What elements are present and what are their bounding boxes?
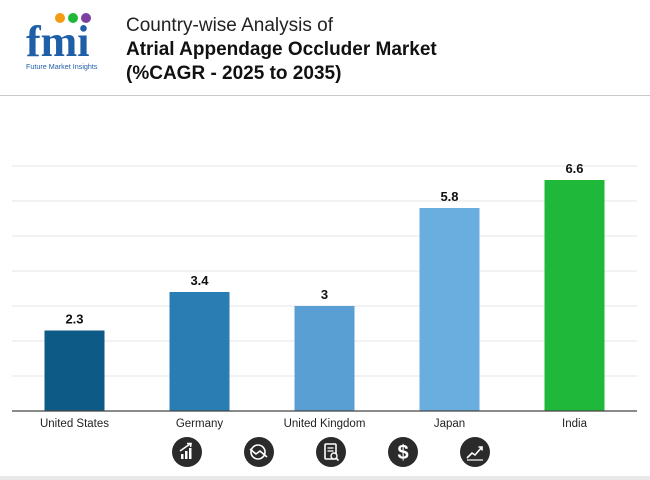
bar-chart: 2.33.435.86.6 United States Germany United…: [12, 161, 637, 430]
category-label: India: [562, 418, 588, 430]
pie-chart-decline-icon: [244, 437, 274, 467]
value-labels: 2.3 3.4 3 5.8 6.6: [65, 161, 583, 327]
svg-text:$: $: [397, 442, 408, 464]
category-labels: United States Germany United Kingdom Japan I…: [40, 418, 588, 430]
bar-japan: [419, 208, 480, 411]
title-line-2: Atrial Appendage Occluder Market: [126, 39, 437, 60]
bar-united-kingdom: [294, 306, 355, 411]
grid-lines: [12, 165, 637, 377]
document-search-icon: [316, 437, 346, 467]
title-line-3: (%CAGR - 2025 to 2035): [126, 63, 342, 84]
category-label: Germany: [176, 418, 224, 430]
bar-chart-growth-icon: [172, 437, 202, 467]
svg-text:fmi: fmi: [26, 17, 90, 62]
header: fmi Future Market Insights Country-wise …: [0, 0, 650, 96]
category-label: Japan: [434, 418, 465, 430]
fmi-logo-mark: fmi: [26, 13, 91, 62]
value-label: 3: [321, 287, 328, 302]
category-label: United States: [40, 418, 109, 430]
value-label: 2.3: [65, 312, 83, 327]
category-label: United Kingdom: [284, 418, 366, 430]
fmi-logo: fmi Future Market Insights: [26, 12, 108, 71]
footer-bar: [0, 476, 650, 480]
value-label: 3.4: [190, 273, 209, 288]
dollar-icon: $: [388, 437, 418, 467]
bar-germany: [169, 292, 230, 411]
line-chart-growth-icon: [460, 437, 490, 467]
header-divider: [0, 95, 650, 96]
bar-india: [544, 180, 605, 411]
chart-title: Country-wise Analysis of Atrial Appendag…: [126, 14, 437, 86]
title-line-1: Country-wise Analysis of: [126, 15, 333, 36]
logo-tagline: Future Market Insights: [26, 62, 98, 71]
value-label: 6.6: [565, 161, 583, 176]
bars: [44, 180, 605, 411]
value-label: 5.8: [440, 189, 458, 204]
bar-united-states: [44, 330, 105, 411]
